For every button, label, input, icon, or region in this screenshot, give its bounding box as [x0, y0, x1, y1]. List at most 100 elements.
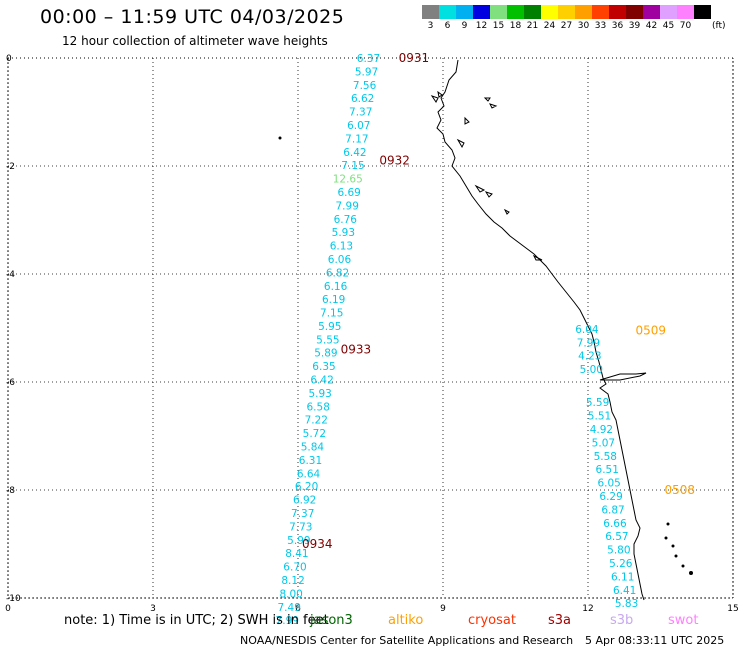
scale-swatch: [456, 5, 473, 19]
y-tick-label: -4: [6, 270, 15, 280]
scale-label: 27: [560, 21, 573, 31]
coastline-path: [436, 59, 645, 601]
wave-height-value: 7.37: [291, 508, 314, 520]
pass-time-label: 0508: [665, 483, 696, 497]
wave-height-value: 5.97: [355, 67, 378, 79]
wave-height-value: 7.73: [289, 522, 312, 534]
wave-height-value: 6.62: [351, 93, 374, 105]
wave-height-value: 5.59: [586, 397, 609, 409]
wave-height-value: 6.16: [324, 281, 348, 293]
y-tick-label: -8: [6, 486, 15, 496]
scale-swatch: [694, 5, 711, 19]
satellite-altiko: altiko: [388, 613, 424, 628]
wave-height-value: 5.93: [332, 227, 355, 239]
scale-label: 30: [577, 21, 590, 31]
map-grid: 0 3 6 9 12 15 0 -2 -4 -6 -8 -10: [5, 54, 739, 614]
scale-label: 70: [679, 21, 692, 31]
scale-label: 45: [662, 21, 675, 31]
color-scale-swatches: [422, 5, 740, 19]
scale-label: 24: [543, 21, 556, 31]
wave-height-value: 5.00: [580, 364, 603, 376]
scale-swatch: [677, 5, 694, 19]
pass-time-label: 0931: [399, 51, 430, 65]
color-scale-labels: 3 6 9 12 15 18 21 24 27 30 33 36 39 42 45 70: [422, 19, 740, 33]
wave-height-value: 7.99: [276, 615, 299, 627]
wave-height-value: 6.87: [601, 504, 624, 516]
y-tick-label: -6: [6, 378, 15, 388]
satellite-s3b: s3b: [610, 613, 634, 628]
wave-height-value: 6.42: [343, 147, 366, 159]
wave-height-value: 5.55: [316, 334, 339, 346]
island-south-3: [671, 544, 675, 548]
wave-height-value: 7.56: [353, 80, 377, 92]
wave-height-value: 4.23: [578, 351, 601, 363]
pass-time-label: 0934: [302, 537, 333, 551]
island-south-2: [664, 536, 668, 540]
satellite-s3a: s3a: [548, 613, 572, 628]
y-tick-label: 0: [6, 54, 12, 64]
wave-height-value: 6.51: [596, 464, 619, 476]
wave-height-value: 6.41: [613, 585, 636, 597]
scale-swatch: [660, 5, 677, 19]
wave-height-value: 6.76: [334, 214, 358, 226]
island-south-4: [674, 554, 678, 558]
wave-height-value: 6.35: [312, 361, 335, 373]
pass-time-label: 0933: [341, 343, 372, 357]
scale-swatch: [490, 5, 507, 19]
wave-height-value: 7.99: [336, 200, 359, 212]
wave-height-value: 12.65: [333, 173, 363, 185]
wave-height-value: 6.58: [307, 401, 330, 413]
wave-height-value: 6.13: [330, 240, 353, 252]
wave-height-value: 6.11: [611, 571, 634, 583]
satellite-jason3: jason3: [310, 613, 353, 628]
scale-swatch: [575, 5, 592, 19]
wave-height-value: 5.99: [287, 535, 310, 547]
wave-height-value: 5.72: [303, 428, 326, 440]
x-tick-label: 9: [440, 604, 446, 614]
footer-timestamp: 5 Apr 08:33:11 UTC 2025: [585, 634, 725, 647]
wave-height-value: 7.22: [305, 414, 328, 426]
satellite-swot: swot: [668, 613, 699, 628]
pass-time-label: 0932: [379, 154, 410, 168]
island-offshore: [278, 136, 282, 140]
wave-height-value: 5.80: [607, 544, 630, 556]
wave-height-value: 7.17: [345, 133, 368, 145]
wave-height-value: 6.20: [295, 481, 318, 493]
scale-swatch: [473, 5, 490, 19]
wave-height-value: 8.12: [281, 575, 304, 587]
wave-height-value: 5.51: [588, 410, 611, 422]
wave-height-value: 5.93: [308, 388, 331, 400]
island-south-6: [689, 571, 693, 575]
scale-swatch: [558, 5, 575, 19]
x-tick-label: 12: [582, 604, 593, 614]
wave-height-value: 6.64: [297, 468, 321, 480]
wave-height-value: 5.95: [318, 321, 341, 333]
scale-label: 9: [461, 21, 468, 31]
scale-label: 6: [444, 21, 451, 31]
wave-height-value: 6.19: [322, 294, 345, 306]
scale-swatch: [439, 5, 456, 19]
wave-height-value: 7.49: [278, 602, 301, 614]
scale-swatch: [541, 5, 558, 19]
x-tick-label: 0: [5, 604, 11, 614]
wave-height-value: 7.37: [349, 106, 372, 118]
plot-frame: [7, 57, 734, 599]
map-title: 00:00 – 11:59 UTC 04/03/2025: [40, 6, 345, 28]
scale-label: 42: [645, 21, 658, 31]
scale-swatch: [626, 5, 643, 19]
footer: NOAA/NESDIS Center for Satellite Applica…: [240, 634, 724, 647]
scale-label: 12: [475, 21, 488, 31]
footer-agency: NOAA/NESDIS Center for Satellite Applica…: [240, 634, 574, 647]
coastline: [278, 59, 693, 601]
wave-height-value: 8.41: [285, 548, 308, 560]
color-scale-unit: (ft): [712, 21, 726, 31]
wave-height-value: 6.31: [299, 455, 322, 467]
wave-height-value: 6.42: [310, 374, 333, 386]
wave-height-value: 7.15: [341, 160, 364, 172]
wave-height-value: 7.99: [577, 338, 600, 350]
y-tick-label: -2: [6, 162, 15, 172]
scale-swatch: [643, 5, 660, 19]
color-scale-legend: 3 6 9 12 15 18 21 24 27 30 33 36 39 42 45 70: [422, 5, 740, 33]
wave-height-value: 5.26: [609, 558, 633, 570]
island-south-5: [681, 564, 685, 568]
